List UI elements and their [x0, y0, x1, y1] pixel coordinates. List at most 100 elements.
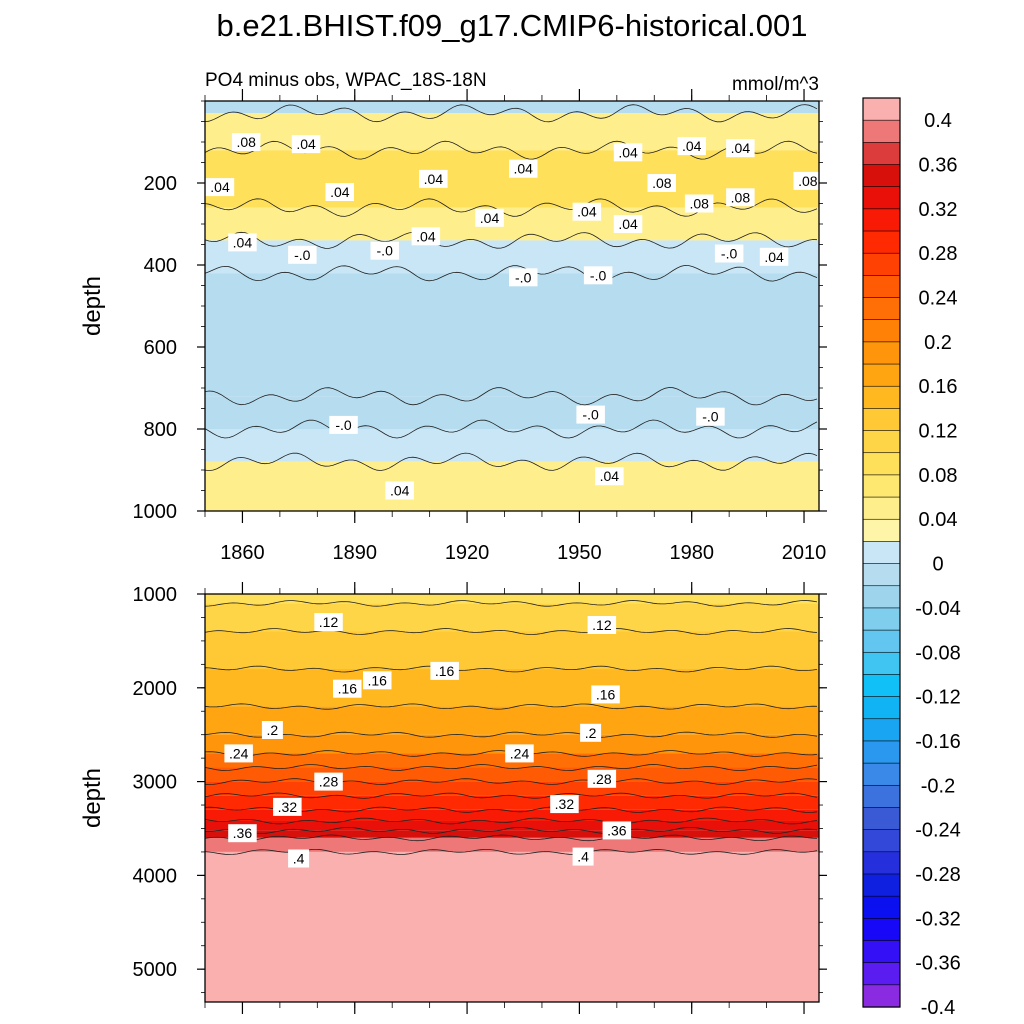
upper-contour-label-text: .04: [600, 468, 620, 484]
upper-contour-label-box: [793, 171, 822, 190]
upper-contour-label-text: .08: [689, 196, 709, 212]
upper-contour-line: [205, 419, 818, 439]
colorbar-swatch: [862, 119, 901, 143]
lower-contour-label: .16: [363, 671, 392, 690]
colorbar-tick-label: 0.28: [919, 243, 958, 265]
colorbar-swatch: [862, 762, 901, 786]
upper-xtick-label: 1920: [445, 542, 490, 564]
lower-contour-label: .36: [602, 821, 632, 840]
colorbar-swatch: [862, 651, 901, 676]
colorbar-swatch: [862, 252, 901, 276]
upper-contour-label-text: .04: [513, 161, 533, 177]
colorbar-tick-label: 0.08: [919, 465, 958, 487]
upper-contour-label-text: -.0: [721, 246, 738, 262]
lower-contour-label: .28: [314, 772, 343, 791]
colorbar: 0.4 0.36 0.32 0.28 0.24 0.2 0.16 0.12 0.08 0.04 0 -…: [862, 97, 961, 1019]
lower-layer-13: [205, 837, 819, 852]
upper-xtick-label: 1950: [557, 542, 602, 564]
upper-contour-label: -.0: [329, 415, 358, 434]
lower-layer-9: [205, 795, 819, 810]
colorbar-swatch: [862, 385, 901, 409]
upper-contour-label-text: .08: [236, 134, 256, 150]
upper-contour-label-text: -.0: [377, 243, 394, 259]
upper-contour-label-text: .04: [390, 483, 410, 499]
upper-contour-label: -.0: [583, 266, 613, 285]
upper-ylabel: depth: [79, 276, 106, 336]
lower-contour-line: [205, 703, 818, 710]
upper-contour-label-text: -.0: [294, 247, 311, 263]
upper-contour-label: .08: [726, 188, 755, 207]
lower-contour-label-text: .32: [278, 799, 298, 815]
upper-contour-label: .04: [509, 159, 538, 178]
upper-contour-label-text: .08: [652, 175, 672, 191]
upper-contour-label-box: [329, 415, 358, 434]
upper-contour-label-box: [714, 244, 744, 263]
colorbar-tick-label: -0.2: [921, 775, 955, 797]
upper-contour-label-text: -.0: [702, 409, 719, 425]
lower-contour-line: [205, 834, 818, 842]
lower-contour-label: .4: [572, 847, 594, 866]
lower-contour-label-text: .16: [596, 686, 616, 702]
upper-contour-label-text: .04: [618, 144, 638, 160]
upper-contour-label-text: -.0: [582, 407, 599, 423]
lower-contour-label: .36: [228, 824, 257, 843]
upper-contour-label-text: .04: [424, 171, 444, 187]
lower-contour-label-text: .24: [229, 745, 249, 761]
colorbar-swatch: [862, 895, 901, 919]
colorbar-swatch: [862, 784, 901, 809]
lower-contour-line: [205, 792, 818, 799]
colorbar-swatch: [862, 496, 901, 520]
lower-ytick-label: 1000: [133, 584, 178, 606]
upper-contour-label: .08: [793, 171, 822, 190]
upper-contour-label: .04: [613, 143, 643, 162]
panel-label-left: PO4 minus obs, WPAC_18S-18N: [205, 70, 487, 91]
upper-contour-label-box: [385, 481, 414, 500]
upper-contour-label: .04: [411, 227, 441, 246]
colorbar-tick-label: -0.16: [915, 731, 961, 753]
upper-contour-label-box: [370, 241, 399, 260]
colorbar-swatch: [862, 918, 901, 942]
upper-contour-label-box: [509, 268, 538, 287]
colorbar-swatch: [862, 430, 901, 454]
colorbar-swatch: [862, 275, 901, 299]
lower-contour-line: [205, 665, 818, 673]
lower-layer-8: [205, 781, 819, 796]
lower-contour-label-box: [580, 723, 602, 742]
upper-contour-label-box: [576, 405, 605, 424]
lower-layer-4: [205, 706, 819, 735]
upper-contour-label-box: [726, 139, 755, 158]
colorbar-swatch: [862, 474, 901, 498]
upper-contour-label-box: [613, 143, 643, 162]
colorbar-tick-label: 0.36: [919, 155, 958, 177]
panel-label-right: mmol/m^3: [732, 74, 819, 95]
lower-contour-label-box: [430, 661, 459, 680]
colorbar-tick-label: 0: [932, 554, 943, 576]
colorbar-tick-label: -0.12: [915, 687, 961, 709]
upper-ytick-label: 600: [144, 337, 177, 359]
upper-contour-label: -.0: [696, 407, 725, 426]
upper-contour-label: .04: [419, 169, 448, 188]
lower-contour-label: .2: [580, 723, 602, 742]
colorbar-tick-label: -0.4: [921, 997, 955, 1019]
upper-contour-label-box: [411, 227, 441, 246]
upper-contour-label-box: [583, 266, 613, 285]
upper-contour-label-text: .04: [480, 210, 500, 226]
lower-contour-label-box: [591, 685, 620, 704]
lower-contour-label: .16: [333, 679, 362, 698]
colorbar-swatch: [862, 164, 901, 188]
colorbar-swatch: [862, 807, 901, 831]
upper-contour-label: .04: [385, 481, 414, 500]
upper-contour-label-box: [647, 174, 676, 192]
lower-contour-label-text: .4: [293, 851, 305, 867]
upper-contour-label: .04: [291, 135, 321, 154]
lower-contour-label-box: [333, 679, 362, 698]
upper-contour-label-box: [291, 135, 321, 154]
lower-contour-label-box: [587, 616, 617, 634]
upper-contour-label-box: [475, 208, 504, 227]
upper-contour-label-text: .04: [618, 216, 638, 232]
upper-contour-label: -.0: [288, 245, 317, 264]
lower-contour-label: .2: [261, 721, 283, 739]
colorbar-swatch: [862, 142, 901, 166]
lower-contour-label-box: [228, 824, 257, 843]
upper-contour-label: -.0: [576, 405, 605, 424]
